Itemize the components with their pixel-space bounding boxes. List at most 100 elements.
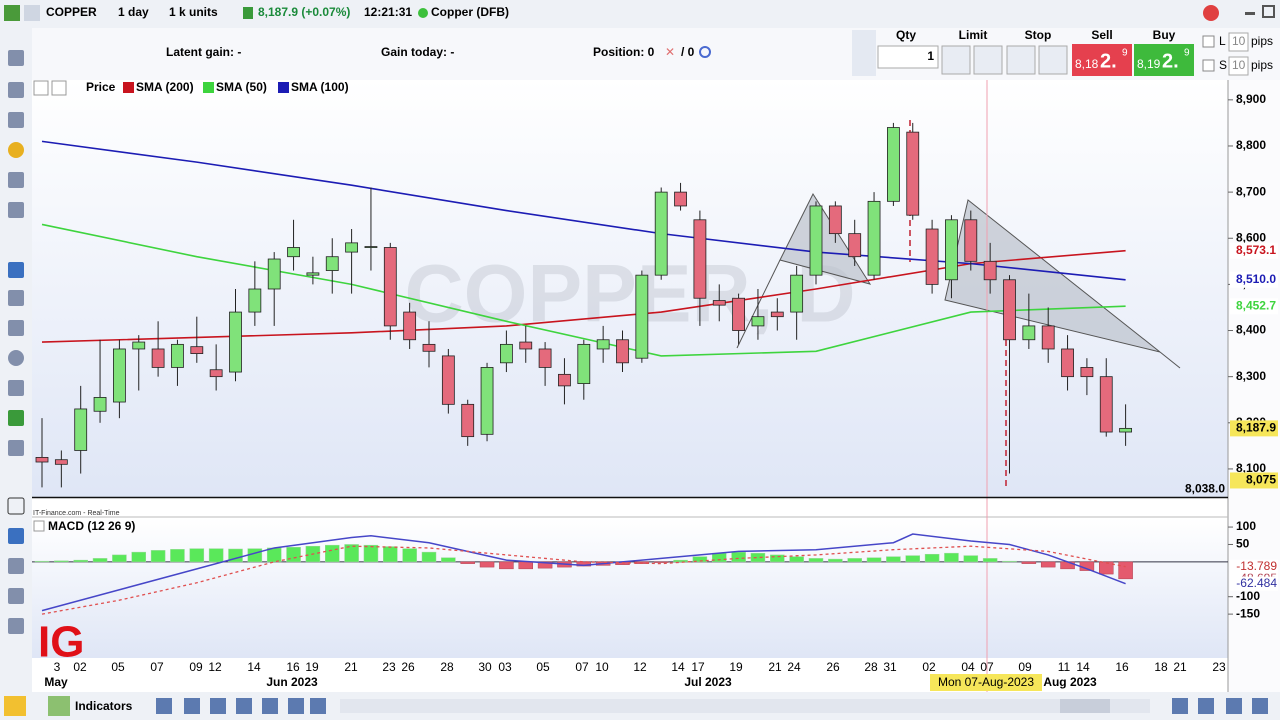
candle-body [441,355,455,405]
histogram-bar [982,558,998,563]
settings[interactable] [699,46,711,58]
histogram-bar [886,556,901,563]
symbol[interactable]: COPPER [46,5,97,19]
l-val[interactable]: 10 [1232,34,1246,48]
x-tick-label: 23 [382,660,396,674]
icon[interactable] [184,698,200,714]
histogram-bar [905,555,920,563]
position: Position: 0 [593,45,655,59]
tool[interactable] [8,618,24,634]
candle-body [887,127,900,202]
app-icon[interactable] [4,5,20,21]
tool[interactable] [8,350,24,366]
icon[interactable] [156,698,172,714]
candle-body [519,341,533,350]
qty[interactable]: 1 [927,49,934,63]
tool[interactable] [8,262,24,278]
histogram-bar [1040,561,1056,568]
icon[interactable] [310,698,326,714]
tool[interactable] [8,172,24,188]
buy-big[interactable]: 8,19 [1137,57,1161,71]
y-tick-label: -100 [1236,589,1260,603]
top-toolbar [0,0,1280,28]
histogram-bar [112,554,127,563]
candle-body [287,247,300,258]
legend-btn[interactable] [33,80,49,96]
scroll-thumb[interactable] [1060,699,1110,713]
candle-body [35,456,49,463]
clock: 12:21:31 [364,5,412,19]
candle-body [751,316,765,327]
zoom[interactable] [1226,698,1242,714]
refresh-icon[interactable] [1203,5,1219,21]
y-tick-label: -150 [1236,606,1260,620]
scrollbar[interactable] [340,699,1150,713]
legend-price[interactable]: Price [86,80,116,94]
tool[interactable] [7,497,25,515]
buy-button[interactable] [1134,44,1194,76]
zoom[interactable] [1172,698,1188,714]
s-input[interactable] [1228,56,1249,76]
icon[interactable] [236,698,252,714]
interval[interactable]: 1 day [118,5,149,19]
sell-pips[interactable]: 2. [1100,50,1117,72]
units[interactable]: 1 k units [169,5,218,19]
legend-btn[interactable] [51,80,67,96]
l-label: L [1219,34,1226,48]
icon[interactable] [210,698,226,714]
tool[interactable] [8,588,24,604]
candle-body [770,311,784,318]
tool[interactable] [8,202,24,218]
tool[interactable] [8,142,24,158]
tools[interactable] [852,30,876,76]
candle-body [209,369,223,378]
legend-swatch [278,82,289,93]
gain-today: Gain today: - [381,45,454,59]
sell-big[interactable]: 8,18 [1075,57,1099,71]
tool[interactable] [8,558,24,574]
tool[interactable] [8,528,24,544]
maximize[interactable] [1262,5,1275,18]
tool[interactable] [8,112,24,128]
close-x[interactable]: ✕ [665,45,675,59]
qty-input[interactable] [877,45,939,69]
icon[interactable] [288,698,304,714]
sma-line [41,140,1126,281]
macd-btn[interactable] [33,520,45,532]
tool[interactable] [8,290,24,306]
limit-btn[interactable] [973,45,1003,75]
checkbox[interactable] [1202,59,1215,72]
stop-btn[interactable] [1006,45,1036,75]
zoom[interactable] [1198,698,1214,714]
tool[interactable] [8,440,24,456]
histogram-bar [866,557,882,563]
minimize[interactable] [1245,12,1255,15]
histogram-bar [692,556,708,563]
color-icon[interactable] [24,5,40,21]
x-tick-label: 09 [1018,660,1032,674]
price-tag-label: 8,075 [1246,473,1276,487]
sell-frac[interactable]: 9 [1122,48,1128,59]
buy-pips[interactable]: 2. [1162,50,1179,72]
indicators[interactable]: Indicators [75,699,133,713]
tool[interactable] [8,320,24,336]
tool[interactable] [8,380,24,396]
sell-button[interactable] [1072,44,1132,76]
checkbox[interactable] [1202,35,1215,48]
stop-btn[interactable] [1038,45,1068,75]
draw-btn[interactable] [4,696,26,716]
l-input[interactable] [1228,32,1249,52]
s-val[interactable]: 10 [1232,58,1246,72]
tool[interactable] [8,82,24,98]
macd-panel [32,518,1228,658]
buy-frac[interactable]: 9 [1184,48,1190,59]
price-tag [1230,271,1278,288]
indicators-icon[interactable] [48,696,70,716]
candle-body [906,131,920,216]
tool[interactable] [8,50,24,66]
candle-body [674,191,687,207]
zoom[interactable] [1252,698,1268,714]
limit-btn[interactable] [941,45,971,75]
tool[interactable] [8,410,24,426]
icon[interactable] [262,698,278,714]
